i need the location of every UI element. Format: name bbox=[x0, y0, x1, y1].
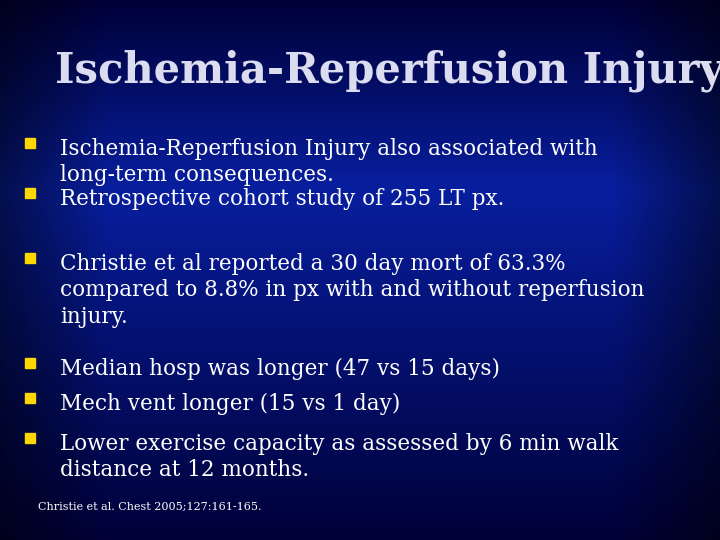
Text: Mech vent longer (15 vs 1 day): Mech vent longer (15 vs 1 day) bbox=[60, 393, 400, 415]
Text: Ischemia-Reperfusion Injury: Ischemia-Reperfusion Injury bbox=[55, 50, 720, 92]
Text: Median hosp was longer (47 vs 15 days): Median hosp was longer (47 vs 15 days) bbox=[60, 358, 500, 380]
Text: Christie et al. Chest 2005;127:161-165.: Christie et al. Chest 2005;127:161-165. bbox=[38, 502, 261, 512]
Text: Christie et al reported a 30 day mort of 63.3%
compared to 8.8% in px with and w: Christie et al reported a 30 day mort of… bbox=[60, 253, 644, 327]
Text: Retrospective cohort study of 255 LT px.: Retrospective cohort study of 255 LT px. bbox=[60, 188, 505, 210]
FancyBboxPatch shape bbox=[25, 433, 35, 443]
Text: Lower exercise capacity as assessed by 6 min walk
distance at 12 months.: Lower exercise capacity as assessed by 6… bbox=[60, 433, 618, 481]
FancyBboxPatch shape bbox=[25, 253, 35, 263]
FancyBboxPatch shape bbox=[25, 138, 35, 148]
FancyBboxPatch shape bbox=[25, 188, 35, 198]
FancyBboxPatch shape bbox=[25, 358, 35, 368]
FancyBboxPatch shape bbox=[25, 393, 35, 403]
Text: Ischemia-Reperfusion Injury also associated with
long-term consequences.: Ischemia-Reperfusion Injury also associa… bbox=[60, 138, 598, 186]
